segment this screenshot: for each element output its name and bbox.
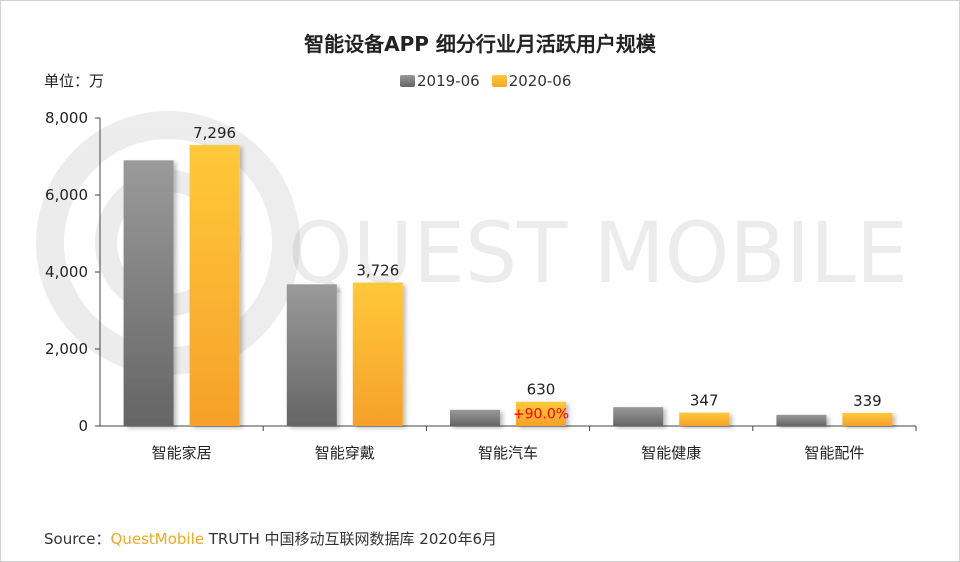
data-label: 339 xyxy=(853,392,882,410)
legend-label-2020: 2020-06 xyxy=(508,72,572,90)
data-label: 3,726 xyxy=(356,262,399,280)
growth-annotation: +90.0% xyxy=(513,407,569,423)
data-label: 630 xyxy=(527,381,556,399)
y-tick-label: 6,000 xyxy=(45,186,88,204)
legend-item-2020: 2020-06 xyxy=(491,72,572,90)
legend-swatch-2020 xyxy=(491,75,507,87)
legend-swatch-2019 xyxy=(400,75,415,87)
y-tick-label: 4,000 xyxy=(45,263,88,281)
x-tick-label: 智能汽车 xyxy=(478,444,538,462)
bar-2020-1 xyxy=(352,282,403,426)
x-tick-label: 智能健康 xyxy=(641,444,701,462)
bar-2019-1 xyxy=(286,284,337,426)
x-tick-label: 智能配件 xyxy=(804,444,864,462)
unit-label: 单位：万 xyxy=(44,72,105,90)
source-note: Source：QuestMobile TRUTH 中国移动互联网数据库 2020… xyxy=(44,528,497,549)
bar-2019-4 xyxy=(776,414,827,426)
data-label: 7,296 xyxy=(193,124,236,142)
labels: 智能家居 7,296 智能穿戴 3,726 智能汽车 630 智能健康 347 智能配件 339 +… xyxy=(152,124,882,462)
legend-item-2019: 2019-06 xyxy=(400,72,480,90)
chart-title: 智能设备APP 细分行业月活跃用户规模 xyxy=(304,32,656,56)
legend-label-2019: 2019-06 xyxy=(417,72,480,90)
y-tick-label: 2,000 xyxy=(45,340,88,358)
source-brand: QuestMobile xyxy=(110,530,204,548)
y-tick-label: 8,000 xyxy=(45,109,88,127)
bar-2020-4 xyxy=(842,412,893,426)
y-tick-label: 0 xyxy=(78,417,88,435)
source-rest: TRUTH 中国移动互联网数据库 2020年6月 xyxy=(203,530,498,548)
source-prefix: Source： xyxy=(44,530,111,548)
bar-2019-2 xyxy=(450,409,500,426)
bar-2019-3 xyxy=(613,407,664,426)
bar-2020-3 xyxy=(679,412,730,426)
data-label: 347 xyxy=(690,392,719,410)
bars xyxy=(123,145,893,426)
x-tick-label: 智能穿戴 xyxy=(315,444,375,462)
bar-2020-0 xyxy=(189,145,240,426)
bar-2019-0 xyxy=(123,160,174,426)
x-tick-label: 智能家居 xyxy=(152,444,212,462)
bar-2020-2 xyxy=(516,401,566,426)
legend: 2019-06 2020-06 xyxy=(400,72,571,90)
